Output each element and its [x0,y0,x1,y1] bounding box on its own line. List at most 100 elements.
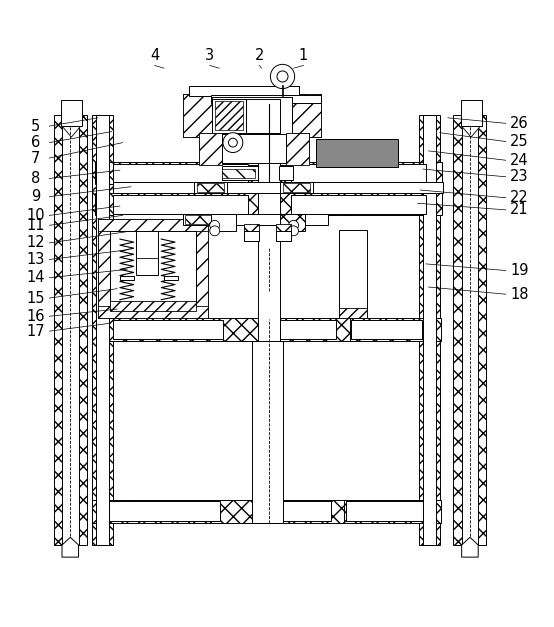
Bar [183,94,321,137]
Text: 16: 16 [26,308,45,324]
Bar [291,195,426,214]
Text: 3: 3 [205,48,214,63]
Bar [291,164,426,182]
Bar [194,182,227,193]
Text: 14: 14 [26,270,45,285]
Bar [216,101,243,130]
Bar [196,219,208,318]
Text: 19: 19 [510,263,529,278]
Bar [189,86,299,96]
Text: 25: 25 [510,134,529,149]
Text: 22: 22 [510,190,529,205]
Bar [96,115,110,545]
Circle shape [289,226,299,236]
Bar [344,500,441,523]
Text: 4: 4 [150,48,159,63]
Bar [275,502,331,521]
Polygon shape [62,537,79,557]
Bar [93,115,113,545]
Text: 7: 7 [31,150,40,166]
Bar [110,231,196,306]
Bar [98,219,208,318]
Text: 1: 1 [299,48,308,63]
Bar [211,214,235,231]
Bar [453,115,486,545]
Circle shape [228,138,237,147]
Text: 26: 26 [510,116,529,131]
Bar [346,502,423,521]
Bar [222,166,258,180]
Text: 5: 5 [31,119,40,134]
Bar [110,301,196,311]
Bar [112,195,248,214]
Bar [279,166,293,180]
Bar [98,219,110,318]
Bar [199,133,222,165]
Bar [186,216,213,224]
Bar [351,320,422,339]
Bar [112,182,443,193]
Bar [112,164,248,182]
Text: 12: 12 [26,236,45,250]
Text: 15: 15 [26,290,45,305]
Text: 8: 8 [31,171,40,186]
Text: 11: 11 [26,218,45,233]
Text: 18: 18 [510,287,529,302]
Bar [120,276,134,280]
Bar [280,182,314,193]
Circle shape [210,220,220,230]
Bar [276,231,291,241]
Bar [98,219,208,231]
Bar [244,231,259,241]
Bar [93,500,346,523]
Bar [293,94,321,137]
Bar [276,224,291,232]
Bar [98,306,208,318]
Polygon shape [62,126,81,137]
Bar [419,115,440,545]
Bar [246,98,280,133]
Bar [112,214,328,225]
Bar [95,162,442,184]
Bar [199,133,309,165]
Bar [222,134,286,163]
Circle shape [210,226,220,236]
Text: 9: 9 [31,189,40,204]
Text: 6: 6 [31,135,40,150]
Text: 10: 10 [26,208,45,223]
Bar [423,115,437,545]
Bar [110,502,220,521]
Circle shape [223,133,243,152]
Bar [54,115,87,545]
Bar [338,308,367,318]
Bar [350,318,441,341]
Bar [283,184,310,192]
Bar [316,139,398,167]
Bar [286,133,309,165]
Bar [164,276,178,280]
Bar [338,229,367,318]
Bar [212,97,293,134]
Bar [95,193,442,216]
Text: 2: 2 [255,48,264,63]
Bar [112,320,223,339]
Bar [98,318,351,341]
Text: 17: 17 [26,324,45,339]
Bar [197,184,224,192]
Bar [136,231,158,275]
Bar [460,100,481,126]
Bar [222,169,255,179]
Bar [258,104,280,523]
Circle shape [277,71,288,82]
Bar [183,214,217,225]
Text: 13: 13 [27,252,45,267]
Bar [212,98,246,133]
Polygon shape [461,126,480,137]
Bar [461,115,478,545]
Bar [280,320,336,339]
Circle shape [270,65,295,88]
Polygon shape [461,537,478,557]
Bar [244,224,259,232]
Bar [61,100,82,126]
Text: 23: 23 [510,169,529,184]
